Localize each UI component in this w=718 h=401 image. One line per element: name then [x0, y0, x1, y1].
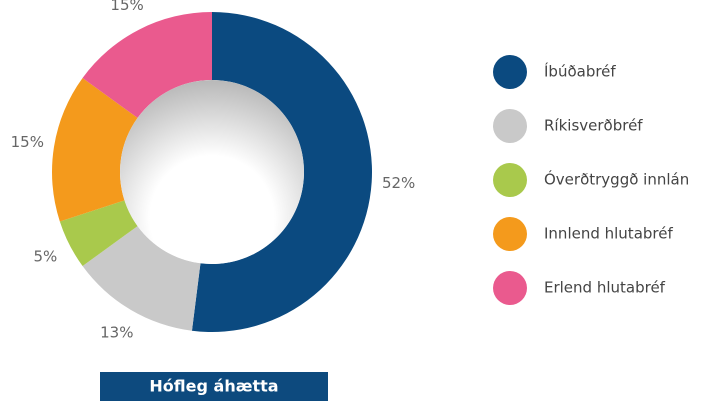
- legend-label: Óverðtryggð innlán: [544, 170, 689, 189]
- slice: [52, 77, 138, 222]
- legend-swatch: [493, 271, 527, 305]
- legend-swatch: [493, 217, 527, 251]
- value-label: 15%: [11, 133, 44, 151]
- caption: Hófleg áhætta: [149, 377, 278, 396]
- legend-label: Innlend hlutabréf: [544, 225, 673, 243]
- value-label: 52%: [382, 174, 415, 192]
- legend-swatch: [493, 55, 527, 89]
- legend-label: Ríkisverðbréf: [544, 117, 643, 135]
- slice: [191, 12, 373, 332]
- slice: [82, 12, 212, 118]
- legend-swatch: [493, 163, 527, 197]
- value-label: 13%: [100, 323, 133, 341]
- legend-swatch: [493, 109, 527, 143]
- caption-box: [100, 372, 328, 401]
- legend-label: Íbúðabréf: [544, 62, 616, 81]
- value-label: 5%: [33, 247, 57, 265]
- slice: [82, 226, 201, 331]
- donut-hole: [120, 80, 304, 264]
- slice: [59, 200, 138, 267]
- value-label: 15%: [110, 0, 143, 14]
- legend-label: Erlend hlutabréf: [544, 279, 666, 297]
